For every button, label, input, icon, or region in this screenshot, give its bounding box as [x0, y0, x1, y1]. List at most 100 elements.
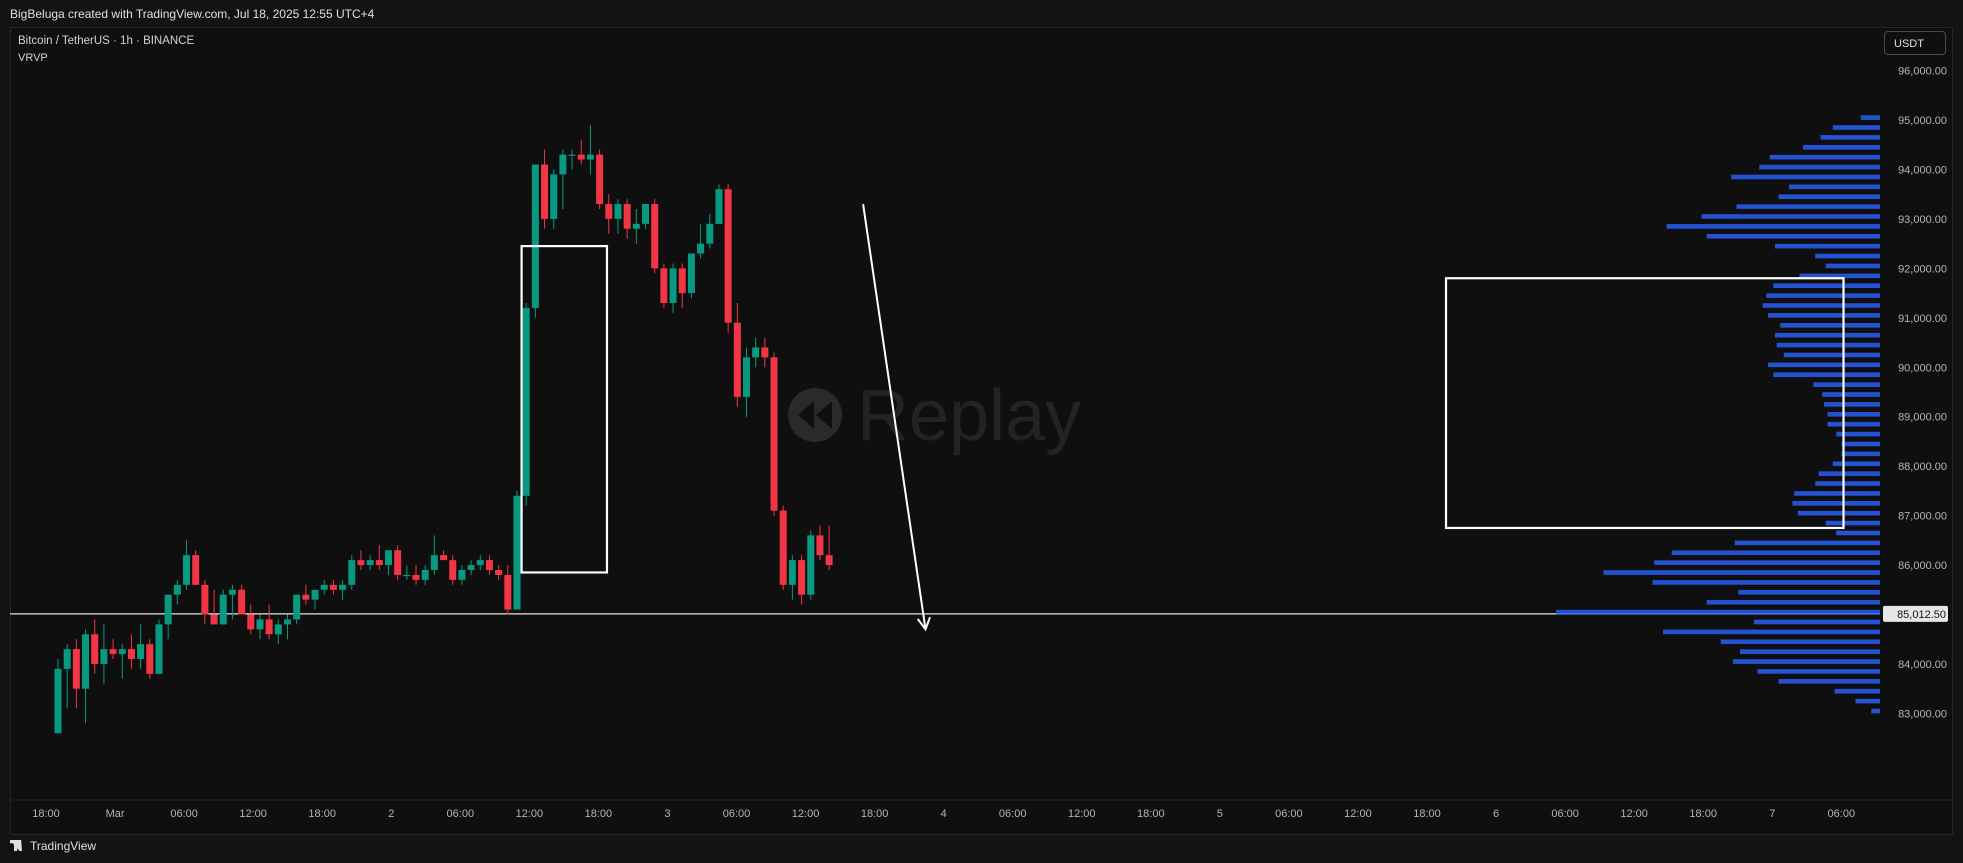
candle	[687, 253, 695, 294]
volume-profile-bar	[1803, 144, 1880, 150]
volume-profile-bar	[1603, 570, 1880, 575]
candle	[412, 574, 420, 580]
volume-profile-bar	[1832, 125, 1880, 130]
symbol-title[interactable]: Bitcoin / TetherUS · 1h · BINANCE	[18, 35, 195, 47]
candle	[100, 649, 108, 664]
time-axis-label: 3	[664, 808, 670, 820]
time-axis-label: 12:00	[239, 808, 267, 820]
candle	[375, 560, 383, 566]
candle	[816, 535, 824, 556]
current-price-badge	[1883, 605, 1948, 622]
time-axis-label: 18:00	[861, 808, 889, 820]
currency-button[interactable]: USDT	[1884, 31, 1946, 55]
top-attribution-bar: BigBeluga created with TradingView.com, …	[0, 0, 1963, 27]
price-axis-label: 88,000.00	[1898, 461, 1947, 473]
candle	[219, 594, 227, 625]
candle	[311, 589, 319, 600]
volume-profile-bar	[1783, 352, 1880, 358]
volume-profile-bar	[1827, 412, 1880, 417]
candle	[210, 614, 218, 625]
rectangle-drawing[interactable]	[520, 244, 609, 574]
candle	[127, 649, 135, 660]
time-axis-label: 12:00	[1344, 808, 1372, 820]
volume-profile-bar	[1871, 708, 1880, 714]
volume-profile-bar	[1759, 164, 1880, 170]
candle	[660, 268, 668, 303]
candle	[357, 560, 365, 566]
price-axis-label: 89,000.00	[1898, 412, 1947, 424]
candle	[513, 495, 521, 610]
volume-profile-bar	[1794, 491, 1880, 496]
price-axis-label: 91,000.00	[1898, 313, 1947, 325]
candle	[669, 268, 677, 303]
candle	[403, 574, 411, 577]
candle	[183, 555, 191, 585]
volume-profile-bar	[1780, 322, 1880, 328]
rectangle-drawing[interactable]	[1444, 277, 1845, 530]
candle	[623, 204, 631, 229]
candle	[541, 164, 549, 219]
volume-profile-bar	[1827, 421, 1880, 427]
time-axis-label: 06:00	[1275, 808, 1303, 820]
candle	[596, 154, 604, 205]
candle	[293, 594, 301, 620]
candle	[467, 565, 475, 570]
candle	[614, 204, 622, 219]
candle	[440, 555, 448, 561]
candle	[256, 619, 264, 630]
candle	[146, 644, 154, 674]
volume-profile-bar	[1836, 530, 1880, 536]
candle	[91, 634, 99, 664]
volume-profile-bar	[1736, 204, 1880, 209]
time-axis-label: 12:00	[516, 808, 544, 820]
volume-profile-bar	[1706, 233, 1880, 239]
volume-profile-bar	[1820, 135, 1880, 140]
volume-profile-bar	[1768, 362, 1880, 368]
volume-profile-bar	[1799, 273, 1880, 279]
time-axis-label: 12:00	[792, 808, 820, 820]
time-axis-label: 5	[1217, 808, 1223, 820]
candle	[559, 154, 567, 175]
volume-profile-bar	[1832, 461, 1880, 467]
candle	[586, 154, 594, 160]
chart-pane[interactable]	[10, 27, 1953, 835]
volume-profile-bar	[1776, 342, 1880, 348]
candle	[348, 560, 356, 585]
time-axis-label: 6	[1493, 808, 1499, 820]
price-axis-label: 95,000.00	[1898, 115, 1947, 127]
candle	[366, 560, 374, 566]
candle	[247, 614, 255, 630]
volume-profile-bar	[1841, 441, 1880, 447]
candle	[430, 555, 438, 570]
volume-profile-bar	[1754, 619, 1880, 625]
indicator-label[interactable]: VRVP	[18, 52, 48, 64]
candle	[568, 154, 576, 156]
tradingview-logo-icon	[10, 840, 22, 851]
candle	[724, 189, 732, 323]
candle	[798, 560, 806, 595]
volume-profile-bar	[1797, 510, 1880, 516]
price-axis[interactable]: 96,000.00 95,000.00 94,000.00 93,000.00 92,0…	[1883, 66, 1948, 721]
volume-profile-bar	[1720, 639, 1880, 645]
volume-profile-bar	[1734, 540, 1880, 546]
volume-profile-bar	[1757, 669, 1880, 674]
time-axis-label: 06:00	[723, 808, 751, 820]
volume-profile-bar	[1789, 184, 1880, 190]
volume-profile-bar	[1822, 392, 1880, 397]
volume-profile-bar	[1652, 580, 1880, 585]
candle	[421, 569, 429, 580]
drawings[interactable]	[520, 203, 1845, 632]
time-axis-label: 7	[1769, 808, 1775, 820]
candle	[265, 619, 273, 635]
time-axis[interactable]: 18:00 Mar 06:00 12:00 18:00 2 06:00 12:00 18:00 3…	[10, 799, 1953, 820]
candle	[320, 584, 328, 590]
volume-profile-bar	[1815, 253, 1880, 259]
candle	[329, 584, 337, 590]
price-axis-label: 84,000.00	[1898, 659, 1947, 671]
time-axis-label: 06:00	[1828, 808, 1856, 820]
arrow-drawing[interactable]	[862, 203, 927, 630]
price-axis-label: 83,000.00	[1898, 708, 1947, 720]
candle	[706, 223, 714, 244]
time-axis-label: 18:00	[1413, 808, 1441, 820]
